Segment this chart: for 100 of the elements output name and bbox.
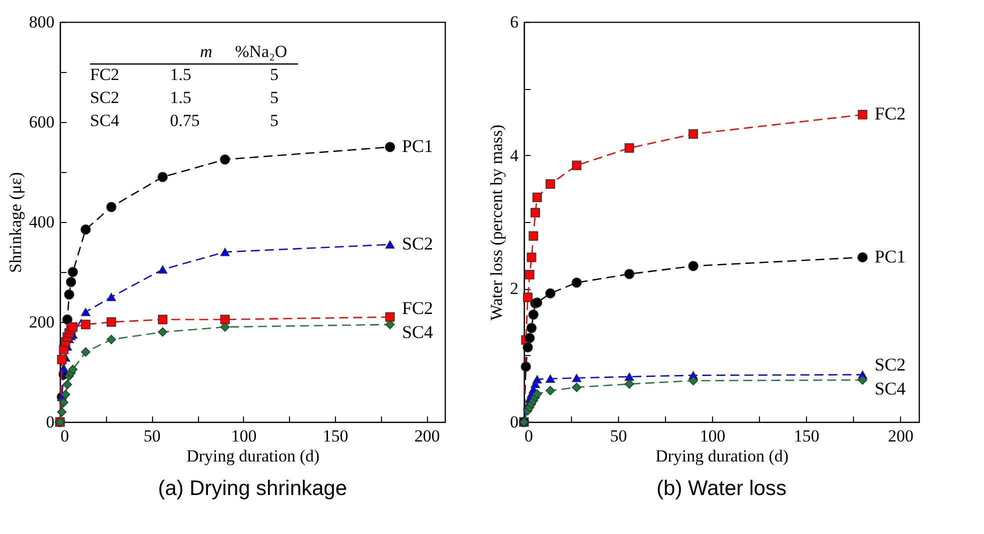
point bbox=[58, 398, 68, 408]
annotation: 0.75 bbox=[170, 111, 200, 130]
series-label: PC1 bbox=[874, 246, 906, 266]
point bbox=[572, 160, 582, 170]
point bbox=[58, 364, 68, 372]
point bbox=[158, 172, 168, 182]
point bbox=[532, 389, 542, 399]
annotation: SC2 bbox=[90, 88, 120, 107]
y-tick-label: 0 bbox=[46, 412, 54, 432]
annotation: FC2 bbox=[90, 65, 120, 84]
point bbox=[528, 231, 538, 241]
point bbox=[520, 362, 532, 372]
x-tick-label: 150 bbox=[794, 426, 820, 446]
point bbox=[546, 179, 556, 189]
point bbox=[385, 320, 395, 330]
point bbox=[68, 364, 78, 374]
point bbox=[545, 288, 556, 298]
text: (a) Drying shrinkage bbox=[158, 477, 348, 500]
y-tick-label: 400 bbox=[29, 212, 54, 232]
point bbox=[68, 322, 78, 332]
point bbox=[106, 334, 116, 344]
point bbox=[384, 142, 396, 152]
point bbox=[57, 407, 67, 417]
series-label: FC2 bbox=[402, 298, 434, 318]
point bbox=[62, 380, 72, 390]
point bbox=[532, 375, 542, 384]
point bbox=[624, 268, 634, 280]
point bbox=[523, 292, 532, 302]
point bbox=[220, 154, 230, 165]
annotation: 1.5 bbox=[170, 88, 192, 107]
point bbox=[385, 240, 395, 249]
annotation: 5 bbox=[270, 65, 278, 84]
point bbox=[220, 322, 230, 332]
y-tick-label: 800 bbox=[29, 12, 54, 32]
series-label: PC1 bbox=[402, 136, 434, 156]
point bbox=[688, 260, 698, 272]
series-label: SC2 bbox=[874, 354, 906, 374]
point bbox=[688, 129, 698, 139]
annotation: 1.5 bbox=[170, 65, 192, 84]
point bbox=[624, 143, 634, 153]
series-label: SC4 bbox=[874, 378, 906, 398]
x-tick-label: 150 bbox=[322, 426, 348, 446]
point bbox=[158, 265, 168, 274]
point bbox=[546, 374, 556, 383]
y-axis-title: Shrinkage (με) bbox=[6, 172, 25, 273]
x-tick-label: 50 bbox=[610, 426, 628, 446]
point bbox=[624, 379, 634, 389]
annotation: 5 bbox=[270, 111, 278, 130]
x-tick-label: 100 bbox=[231, 426, 257, 446]
point bbox=[106, 202, 116, 212]
point bbox=[524, 270, 534, 280]
point bbox=[522, 342, 533, 352]
point bbox=[524, 332, 535, 344]
y-axis-title: Water loss (percent by mass) bbox=[487, 124, 506, 320]
point bbox=[572, 374, 582, 382]
x-axis-title: Drying duration (d) bbox=[186, 446, 320, 466]
point bbox=[106, 317, 116, 327]
x-tick-label: 0 bbox=[524, 426, 533, 446]
x-tick-label: 200 bbox=[414, 426, 440, 446]
y-tick-label: 6 bbox=[510, 12, 518, 32]
series-label: SC2 bbox=[402, 234, 434, 254]
y-tick-label: 2 bbox=[510, 279, 518, 298]
point bbox=[857, 252, 868, 262]
x-tick-label: 200 bbox=[888, 426, 914, 446]
point bbox=[624, 372, 634, 381]
point bbox=[572, 278, 582, 288]
y-tick-label: 200 bbox=[29, 312, 54, 332]
x-tick-label: 50 bbox=[144, 426, 161, 446]
point bbox=[546, 386, 556, 396]
point bbox=[530, 208, 540, 218]
y-tick-label: 4 bbox=[510, 146, 519, 165]
point bbox=[80, 320, 90, 330]
point bbox=[526, 252, 536, 262]
annotation: 5 bbox=[270, 88, 278, 107]
point bbox=[858, 375, 868, 385]
point bbox=[526, 322, 537, 334]
point bbox=[532, 192, 542, 202]
annotation: m bbox=[200, 42, 212, 61]
point bbox=[572, 382, 582, 392]
x-axis-title: Drying duration (d) bbox=[655, 446, 789, 466]
point bbox=[62, 314, 72, 325]
point bbox=[57, 354, 67, 364]
point bbox=[80, 347, 90, 357]
annotation: %Na₂O bbox=[235, 42, 288, 61]
point bbox=[158, 314, 168, 324]
y-tick-label: 600 bbox=[29, 112, 54, 132]
point bbox=[60, 390, 70, 400]
point bbox=[106, 292, 116, 302]
x-tick-label: 0 bbox=[60, 426, 69, 446]
point bbox=[66, 276, 76, 288]
point bbox=[80, 308, 90, 316]
point bbox=[64, 289, 74, 300]
text: (b) Water loss bbox=[656, 477, 786, 500]
point bbox=[528, 310, 539, 320]
point bbox=[158, 327, 168, 337]
x-tick-label: 100 bbox=[700, 426, 726, 446]
point bbox=[688, 376, 698, 386]
annotation: SC4 bbox=[90, 111, 120, 130]
series-label: FC2 bbox=[874, 104, 906, 124]
point bbox=[80, 224, 91, 235]
